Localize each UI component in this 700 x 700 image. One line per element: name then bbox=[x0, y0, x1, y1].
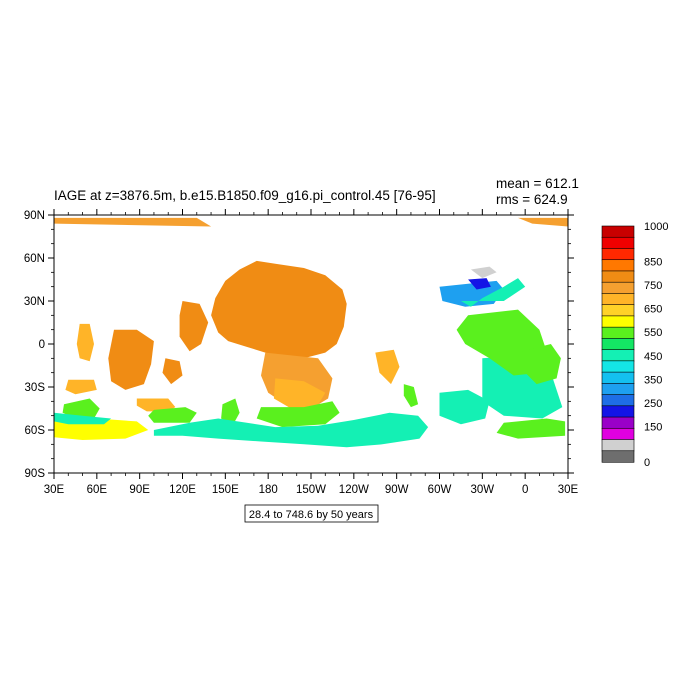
region-4 bbox=[108, 329, 154, 390]
region-6 bbox=[76, 323, 94, 362]
region-0 bbox=[54, 217, 212, 227]
region-20 bbox=[439, 389, 490, 425]
y-tick-label: 30N bbox=[24, 296, 45, 308]
colorbar-label: 0 bbox=[644, 457, 650, 469]
range-label-box: 28.4 to 748.6 by 50 years bbox=[244, 504, 379, 523]
region-1 bbox=[518, 217, 568, 227]
region-7 bbox=[65, 379, 97, 395]
y-tick-label: 60S bbox=[25, 425, 46, 437]
colorbar-swatch bbox=[601, 405, 635, 418]
map-area: 30E 60E 90E 120E 150E 180 150W 120W 90W 60W 30W 0 30… bbox=[24, 209, 579, 496]
x-tick-label: 30W bbox=[471, 484, 495, 496]
colorbar-swatch bbox=[601, 450, 635, 463]
region-15 bbox=[153, 412, 429, 448]
colorbar-swatch bbox=[601, 293, 635, 306]
colorbar-swatch bbox=[601, 439, 635, 452]
colorbar-swatch bbox=[601, 270, 635, 283]
y-tick-label: 0 bbox=[39, 339, 45, 351]
region-11 bbox=[221, 398, 240, 426]
x-tick-label: 90W bbox=[385, 484, 409, 496]
colorbar-label: 1000 bbox=[644, 221, 668, 233]
region-24 bbox=[468, 278, 491, 290]
region-3 bbox=[179, 301, 209, 352]
colorbar-swatch bbox=[601, 281, 635, 295]
chart-title: IAGE at z=3876.5m, b.e15.B1850.f09_g16.p… bbox=[54, 188, 436, 203]
x-tick-label: 90E bbox=[129, 484, 150, 496]
x-tick-label: 120E bbox=[169, 484, 196, 496]
region-14 bbox=[256, 401, 340, 428]
x-tick-label: 0 bbox=[522, 484, 528, 496]
colorbar-label: 550 bbox=[644, 327, 662, 339]
x-tick-label: 120W bbox=[339, 484, 369, 496]
colorbar-label: 750 bbox=[644, 280, 662, 292]
x-tick-label: 150E bbox=[212, 484, 239, 496]
plot-frame bbox=[53, 214, 569, 474]
y-tick-label: 90S bbox=[25, 468, 46, 480]
region-13 bbox=[273, 378, 326, 409]
region-5 bbox=[162, 358, 183, 385]
mean-stat: mean = 612.1 bbox=[496, 176, 579, 191]
colorbar-swatch bbox=[601, 326, 635, 339]
x-tick-label: 180 bbox=[259, 484, 278, 496]
colorbar-swatch bbox=[601, 427, 635, 441]
colorbar-swatch bbox=[601, 383, 635, 396]
data-regions bbox=[54, 217, 568, 448]
y-tick-label: 60N bbox=[24, 253, 45, 265]
colorbar-label: 350 bbox=[644, 374, 662, 386]
colorbar-swatch bbox=[601, 304, 635, 317]
x-tick-label: 30E bbox=[44, 484, 65, 496]
colorbar-swatch bbox=[601, 338, 635, 351]
colorbar-swatch bbox=[601, 371, 635, 384]
x-tick-label: 30E bbox=[558, 484, 579, 496]
region-2 bbox=[211, 260, 347, 359]
colorbar-label: 150 bbox=[644, 422, 662, 434]
colorbar-swatch bbox=[601, 248, 635, 261]
y-tick-label: 90N bbox=[24, 210, 45, 222]
colorbar-swatch bbox=[601, 349, 635, 362]
x-tick-label: 150W bbox=[296, 484, 326, 496]
colorbar-swatch bbox=[601, 416, 635, 429]
region-17 bbox=[54, 412, 112, 425]
x-tick-label: 60W bbox=[428, 484, 452, 496]
region-26 bbox=[460, 278, 526, 307]
colorbar-label: 250 bbox=[644, 398, 662, 410]
colorbar-label: 850 bbox=[644, 256, 662, 268]
y-tick-label: 30S bbox=[25, 382, 46, 394]
region-9 bbox=[136, 398, 176, 412]
colorbar-swatch bbox=[601, 225, 635, 238]
colorbar-swatch bbox=[601, 259, 635, 272]
colorbar-swatch bbox=[601, 236, 635, 250]
region-25 bbox=[470, 266, 497, 279]
range-label: 28.4 to 748.6 by 50 years bbox=[249, 509, 374, 521]
colorbar-label: 450 bbox=[644, 351, 662, 363]
rms-stat: rms = 624.9 bbox=[496, 192, 568, 207]
region-22 bbox=[496, 418, 566, 439]
colorbar-swatch bbox=[601, 394, 635, 407]
colorbar-label: 650 bbox=[644, 304, 662, 316]
colorbar-swatch bbox=[601, 360, 635, 373]
x-tick-label: 60E bbox=[87, 484, 108, 496]
region-28 bbox=[522, 344, 561, 385]
region-10 bbox=[148, 407, 197, 423]
colorbar: 1000 850 750 650 550 450 350 250 150 0 bbox=[601, 221, 668, 469]
region-19 bbox=[403, 384, 419, 408]
region-18 bbox=[375, 349, 400, 385]
region-8 bbox=[62, 398, 100, 419]
colorbar-swatch bbox=[601, 315, 635, 328]
